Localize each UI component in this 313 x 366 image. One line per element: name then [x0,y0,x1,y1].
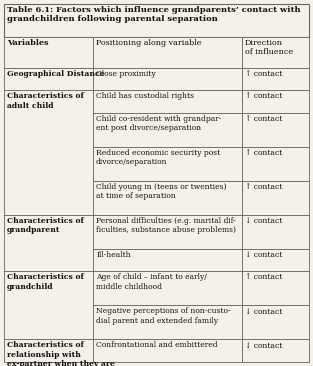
Bar [93,305,242,339]
Bar [93,181,242,215]
Text: Reduced economic security post
divorce/separation: Reduced economic security post divorce/s… [96,149,220,166]
Bar [93,272,242,305]
Text: ↓ contact: ↓ contact [245,341,282,350]
Text: ↑ contact: ↑ contact [245,273,282,281]
Bar [242,147,309,181]
Text: Positioning along variable: Positioning along variable [96,38,202,46]
Bar [93,215,242,249]
Bar [242,68,309,90]
Text: Direction
of influence: Direction of influence [245,38,293,56]
Bar [4,272,93,339]
Text: Geographical Distance: Geographical Distance [7,70,105,78]
Bar [242,90,309,113]
Text: ↑ contact: ↑ contact [245,115,282,123]
Text: ↑ contact: ↑ contact [245,183,282,191]
Bar [93,90,242,113]
Bar [242,339,309,362]
Bar [242,249,309,272]
Text: Characteristics of
relationship with
ex-partner when they are
main custodial par: Characteristics of relationship with ex-… [7,341,115,366]
Bar [93,249,242,272]
Text: Close proximity: Close proximity [96,70,156,78]
Bar [4,339,93,362]
Text: Age of child – infant to early/
middle childhood: Age of child – infant to early/ middle c… [96,273,207,291]
Text: Negative perceptions of non-custo-
dial parent and extended family: Negative perceptions of non-custo- dial … [96,307,231,325]
Bar [93,113,242,147]
Bar [93,147,242,181]
Text: ↓ contact: ↓ contact [245,251,282,259]
Bar [242,37,309,68]
Text: Characteristics of
adult child: Characteristics of adult child [7,92,84,109]
Bar [242,181,309,215]
Text: Personal difficulties (e.g. marital dif-
ficulties, substance abuse problems): Personal difficulties (e.g. marital dif-… [96,217,236,234]
Bar [93,339,242,362]
Text: Confrontational and embittered: Confrontational and embittered [96,341,218,350]
Text: Characteristics of
grandchild: Characteristics of grandchild [7,273,84,291]
Bar [242,113,309,147]
Text: Characteristics of
grandparent: Characteristics of grandparent [7,217,84,234]
Text: Ill-health: Ill-health [96,251,131,259]
Text: Child co-resident with grandpar-
ent post divorce/separation: Child co-resident with grandpar- ent pos… [96,115,222,132]
Text: ↑ contact: ↑ contact [245,70,282,78]
Text: Child young in (teens or twenties)
at time of separation: Child young in (teens or twenties) at ti… [96,183,227,200]
Bar [242,215,309,249]
Bar [4,215,93,272]
Bar [4,90,93,215]
Bar [242,305,309,339]
Text: Variables: Variables [7,38,49,46]
Bar [93,68,242,90]
Bar [4,37,93,68]
Text: ↓ contact: ↓ contact [245,307,282,315]
Text: ↑ contact: ↑ contact [245,149,282,157]
Bar [242,272,309,305]
Bar [4,4,309,37]
Text: ↓ contact: ↓ contact [245,217,282,225]
Text: ↑ contact: ↑ contact [245,92,282,100]
Bar [4,68,93,90]
Text: Table 6.1: Factors which influence grandparents’ contact with
grandchildren foll: Table 6.1: Factors which influence grand… [7,6,300,23]
Text: Child has custodial rights: Child has custodial rights [96,92,194,100]
Bar [93,37,242,68]
